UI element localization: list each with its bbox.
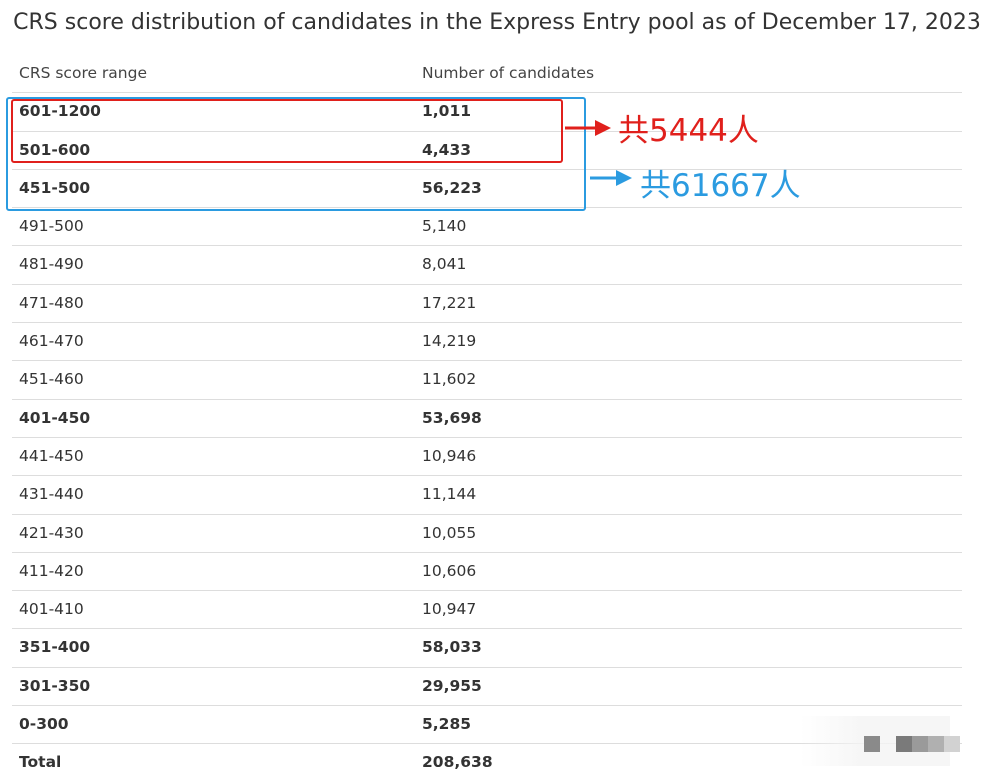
candidate-count-cell: 29,955 — [422, 676, 482, 695]
score-range-cell: 601-1200 — [19, 102, 101, 121]
score-range-cell: 351-400 — [19, 638, 91, 657]
candidate-count-cell: 1,011 — [422, 102, 472, 121]
candidate-count-cell: 4,433 — [422, 140, 472, 159]
table-row: 431-440 11,144 — [12, 476, 962, 515]
score-range-cell: 451-500 — [19, 178, 91, 197]
red-arrow-icon — [565, 120, 611, 136]
table-row: 451-500 56,223 — [12, 170, 962, 209]
table-header-row: CRS score range Number of candidates — [12, 55, 962, 94]
candidate-count-cell: 8,041 — [422, 255, 467, 274]
red-highlight-box — [11, 99, 563, 163]
candidate-count-cell: 11,144 — [422, 485, 477, 504]
score-range-cell: 411-420 — [19, 561, 84, 580]
watermark-block-3 — [912, 736, 928, 752]
watermark-block-4 — [928, 736, 944, 752]
score-range-cell: 441-450 — [19, 446, 84, 465]
header-score-range: CRS score range — [19, 64, 148, 82]
red-annotation: 共5444人 — [618, 113, 759, 149]
score-range-cell: 401-410 — [19, 600, 84, 619]
table-total-row: Total 208,638 — [12, 744, 962, 782]
table-row: 471-480 17,221 — [12, 285, 962, 324]
candidate-count-cell: 10,946 — [422, 446, 477, 465]
candidate-count-cell: 5,140 — [422, 217, 467, 236]
score-range-cell: 301-350 — [19, 676, 91, 695]
candidate-count-cell: 10,947 — [422, 600, 477, 619]
watermark-block-5 — [944, 736, 960, 752]
score-range-cell: 501-600 — [19, 140, 91, 159]
candidate-count-cell: 11,602 — [422, 370, 477, 389]
candidate-count-cell: 5,285 — [422, 715, 472, 734]
score-range-cell: 431-440 — [19, 485, 84, 504]
score-range-cell: 471-480 — [19, 293, 84, 312]
candidate-count-cell: 10,606 — [422, 561, 477, 580]
watermark-block-2 — [896, 736, 912, 752]
total-count: 208,638 — [422, 753, 493, 772]
table-row: 601-1200 1,011 — [12, 93, 962, 132]
score-range-cell: 461-470 — [19, 332, 84, 351]
blue-highlight-box — [6, 97, 586, 211]
page-title: CRS score distribution of candidates in … — [13, 10, 981, 35]
table-row: 441-450 10,946 — [12, 438, 962, 477]
score-range-cell: 421-430 — [19, 523, 84, 542]
table-row: 501-600 4,433 — [12, 132, 962, 170]
table-row: 401-450 53,698 — [12, 400, 962, 438]
candidate-count-cell: 56,223 — [422, 178, 482, 197]
table-row: 411-420 10,606 — [12, 553, 962, 592]
score-range-cell: 481-490 — [19, 255, 84, 274]
table-body: 601-1200 1,011 501-600 4,433 451-500 56,223 49… — [12, 93, 962, 745]
table-row: 491-500 5,140 — [12, 208, 962, 247]
table-row: 451-460 11,602 — [12, 361, 962, 400]
candidate-count-cell: 53,698 — [422, 408, 482, 427]
table-row: 351-400 58,033 — [12, 629, 962, 668]
blue-annotation: 共61667人 — [640, 168, 801, 204]
table-row: 0-300 5,285 — [12, 706, 962, 745]
score-range-cell: 401-450 — [19, 408, 91, 427]
total-label: Total — [19, 753, 62, 772]
candidate-count-cell: 10,055 — [422, 523, 477, 542]
candidate-count-cell: 17,221 — [422, 293, 477, 312]
score-range-cell: 451-460 — [19, 370, 84, 389]
table-row: 401-410 10,947 — [12, 591, 962, 630]
score-range-cell: 0-300 — [19, 715, 69, 734]
candidate-count-cell: 58,033 — [422, 638, 482, 657]
table-row: 481-490 8,041 — [12, 246, 962, 285]
table-row: 301-350 29,955 — [12, 668, 962, 707]
score-range-cell: 491-500 — [19, 217, 84, 236]
header-number-of-candidates: Number of candidates — [422, 64, 595, 82]
watermark-block-1 — [864, 736, 880, 752]
table-row: 461-470 14,219 — [12, 323, 962, 362]
blue-arrow-icon — [590, 170, 632, 186]
crs-distribution-table: CRS score range Number of candidates 601… — [12, 55, 962, 783]
table-row: 421-430 10,055 — [12, 515, 962, 553]
candidate-count-cell: 14,219 — [422, 332, 477, 351]
